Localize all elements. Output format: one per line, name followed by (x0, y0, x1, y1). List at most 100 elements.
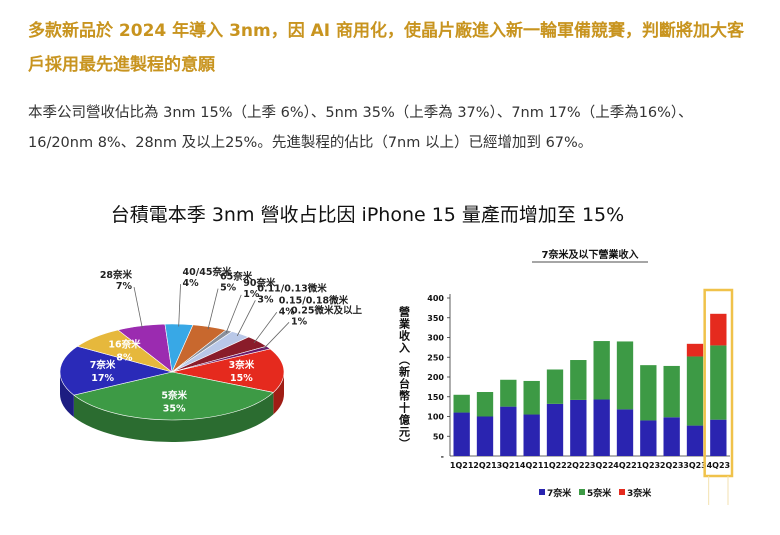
pie-label-value: 7% (116, 281, 133, 292)
bar-7奈米-4Q22 (616, 409, 634, 456)
pie-leader-line (225, 294, 242, 333)
bar-7奈米-3Q21 (500, 406, 517, 456)
bar-7奈米-4Q23 (710, 419, 727, 456)
pie-label-name: 0.11/0.13微米 (257, 282, 327, 294)
bar-legend: 7奈米 5奈米 3奈米 (539, 487, 652, 499)
bar-7奈米-1Q22 (546, 403, 564, 456)
bar-7奈米-2Q23 (663, 417, 680, 456)
bar-7奈米-2Q21 (476, 416, 494, 456)
pie-top (59, 323, 285, 421)
bar-7奈米-3Q23 (686, 425, 704, 456)
legend-label: 7奈米 (547, 487, 572, 499)
pie-labels: 3奈米15%5奈米35%7奈米17%16奈米8%28奈米7%40/45奈米4%6… (90, 266, 363, 415)
bar-x-tick-label: 3Q21 (497, 461, 521, 470)
pie-leader-line (207, 288, 219, 330)
bar-y-tick-label: 350 (427, 314, 444, 323)
pie-label-value: 4% (183, 278, 200, 289)
bar-3奈米-4Q23 (710, 313, 727, 346)
pie-label-value: 35% (163, 404, 186, 415)
pie-leader-line (253, 312, 278, 344)
bar-y-tick-label: 250 (427, 353, 444, 362)
pie-label-value: 1% (291, 316, 308, 327)
bar-5奈米-1Q22 (546, 369, 564, 404)
bar-x-tick-label: 4Q23 (707, 461, 731, 470)
bar-5奈米-4Q21 (523, 380, 540, 415)
pie-label-value: 17% (91, 373, 114, 384)
pie-label-value: 8% (116, 352, 133, 363)
bar-x-tick-label: 4Q21 (520, 461, 544, 470)
pie-label-name: 40/45奈米 (183, 266, 232, 278)
bar-x-tick-label: 2Q23 (660, 461, 684, 470)
bar-y-tick-label: 100 (427, 413, 444, 422)
pie-label-value: 1% (243, 289, 260, 300)
bar-5奈米-3Q22 (593, 341, 610, 400)
bar-5奈米-3Q23 (686, 356, 704, 426)
bar-x-tick-label: 2Q22 (567, 461, 591, 470)
summary-paragraph: 本季公司營收佔比為 3nm 15%（上季 6%）、5nm 35%（上季為 37%… (28, 105, 693, 151)
highlight-box-4q23 (703, 288, 734, 478)
pie-label-name: 90奈米 (243, 277, 276, 289)
pie-leader-line (133, 287, 143, 329)
pie-label-value: 3% (257, 294, 274, 305)
bar-5奈米-1Q21 (453, 394, 470, 413)
bar-y-tick-label: 150 (427, 393, 444, 402)
pie-label-name: 3奈米 (229, 359, 255, 371)
pie-label-name: 5奈米 (161, 390, 187, 402)
bar-y-zero-mark: - (441, 452, 444, 461)
bar-y-label: 營業收入（新台幣十億元） (398, 305, 412, 450)
bar-series (453, 313, 727, 456)
pie-slice-7奈米 (59, 345, 173, 396)
bar-5奈米-2Q23 (663, 365, 680, 418)
bar-7奈米-4Q21 (523, 414, 540, 456)
bar-5奈米-2Q21 (476, 392, 494, 417)
pie-label-name: 0.25微米及以上 (291, 304, 362, 316)
pie-slice-0.25微米及以上 (171, 345, 271, 373)
pie-slice-3奈米 (171, 348, 285, 393)
bar-y-tick-label: 200 (427, 373, 444, 382)
bar-7奈米-1Q21 (453, 412, 470, 456)
legend-swatch-5奈米 (579, 489, 585, 495)
bar-3奈米-3Q23 (686, 343, 704, 357)
bar-7奈米-2Q22 (570, 399, 587, 456)
pie-label-value: 15% (230, 373, 253, 384)
bar-5奈米-4Q23 (710, 345, 727, 420)
legend-label: 5奈米 (587, 487, 612, 499)
legend-swatch-7奈米 (539, 489, 545, 495)
bar-5奈米-3Q21 (500, 379, 517, 407)
legend-swatch-3奈米 (619, 489, 625, 495)
pie-leader-line (178, 284, 181, 327)
pie-label-value: 5% (220, 283, 237, 294)
bar-5奈米-4Q22 (616, 341, 634, 410)
bar-5奈米-1Q23 (640, 365, 657, 421)
bar-x-tick-label: 3Q23 (683, 461, 707, 470)
bar-5奈米-2Q22 (570, 360, 587, 400)
bar-x-tick-label: 1Q21 (450, 461, 474, 470)
pie-label-name: 16奈米 (108, 338, 141, 350)
bar-x-tick-label: 2Q21 (473, 461, 497, 470)
pie-side-7奈米 (60, 372, 74, 418)
bar-7奈米-1Q23 (640, 420, 657, 456)
bar-y-tick-label: 50 (433, 432, 445, 441)
bar-x-tick-label: 4Q22 (613, 461, 637, 470)
pie-label-name: 65奈米 (220, 271, 253, 283)
pie-label-value: 4% (279, 306, 296, 317)
legend-label: 3奈米 (627, 487, 652, 499)
bar-y-tick-label: 300 (427, 334, 444, 343)
bar-7奈米-3Q22 (593, 399, 610, 456)
headline: 多款新品於 2024 年導入 3nm，因 AI 商用化，使晶片廠進入新一輪軍備競… (28, 21, 745, 75)
figure-title: 台積電本季 3nm 營收占比因 iPhone 15 量產而增加至 15% (110, 204, 625, 226)
bar-x-tick-label: 1Q23 (637, 461, 661, 470)
bar-x-tick-label: 1Q22 (543, 461, 567, 470)
bar-y-tick-label: 400 (427, 294, 444, 303)
pie-side-5奈米 (73, 392, 274, 442)
pie-leader-line (236, 300, 256, 337)
pie-label-name: 7奈米 (90, 359, 116, 371)
bar-x-tick-label: 3Q22 (590, 461, 614, 470)
pie-label-name: 0.15/0.18微米 (279, 294, 349, 306)
pie-label-name: 28奈米 (100, 269, 133, 281)
pie-slice-5奈米 (73, 371, 274, 421)
pie-leader-line (263, 322, 290, 350)
bar-chart-title: 7奈米及以下營業收入 (542, 248, 639, 261)
